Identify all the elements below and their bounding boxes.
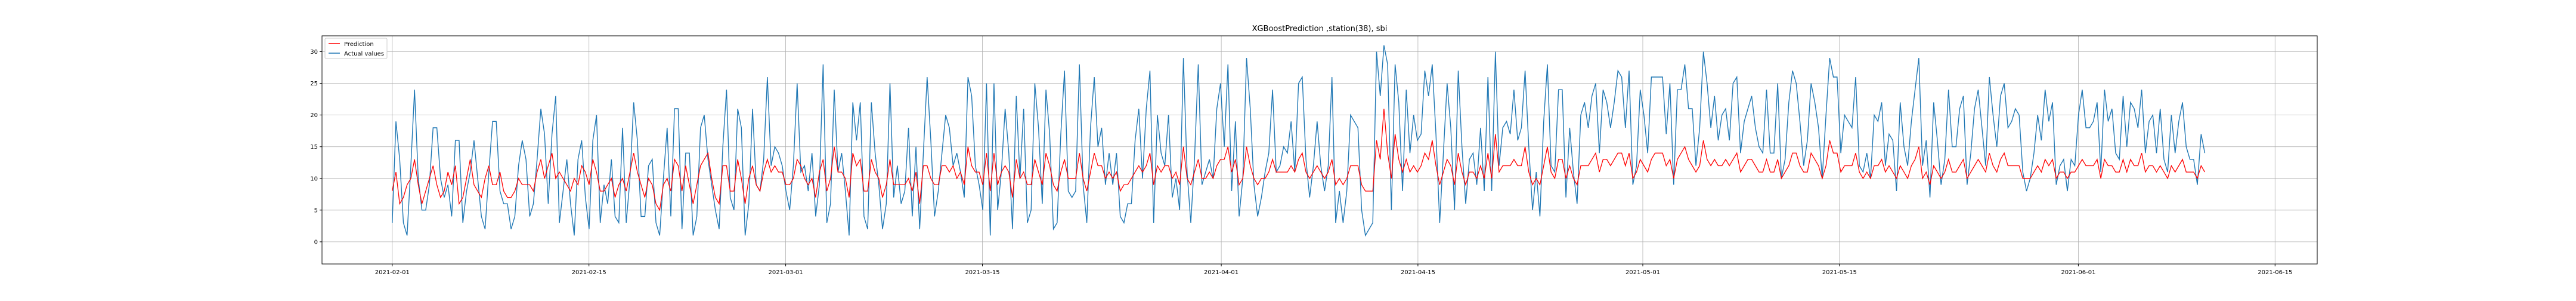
- x-tick-label: 2021-05-01: [1626, 269, 1660, 276]
- y-tick-label: 20: [310, 112, 318, 119]
- plot-frame: [321, 35, 2318, 265]
- x-tick-label: 2021-06-15: [2258, 269, 2292, 276]
- x-tick-label: 2021-03-15: [965, 269, 999, 276]
- plot-area: 0 5 10 15 20 25 30 2021-02-01 2021-02-15 2021-03…: [310, 35, 2318, 276]
- gridlines: [322, 36, 2317, 264]
- x-tick-label: 2021-02-01: [375, 269, 410, 276]
- y-tick-label: 15: [310, 144, 318, 150]
- x-tick-label: 2021-06-01: [2061, 269, 2095, 276]
- series-layer: [392, 45, 2206, 237]
- x-tick-label: 2021-05-15: [1822, 269, 1857, 276]
- y-tick-label: 10: [310, 176, 318, 182]
- series-line-prediction: [392, 108, 2206, 211]
- y-tick-label: 25: [310, 81, 318, 87]
- chart-title: XGBoostPrediction ,station(38), sbi: [1252, 24, 1388, 33]
- series-line-actual-values: [392, 45, 2206, 237]
- y-tick-label: 30: [310, 49, 318, 56]
- legend: Prediction Actual values: [324, 38, 388, 59]
- x-axis: 2021-02-01 2021-02-15 2021-03-01 2021-03-15…: [375, 264, 2292, 276]
- y-tick-label: 5: [314, 207, 318, 214]
- x-tick-label: 2021-04-15: [1401, 269, 1435, 276]
- y-axis: 0 5 10 15 20 25 30: [310, 49, 322, 245]
- legend-box: [324, 38, 388, 59]
- x-tick-label: 2021-02-15: [572, 269, 606, 276]
- legend-label-prediction: Prediction: [344, 41, 374, 48]
- x-tick-label: 2021-04-01: [1204, 269, 1239, 276]
- y-tick-label: 0: [314, 239, 318, 245]
- x-tick-label: 2021-03-01: [769, 269, 803, 276]
- legend-label-actual-values: Actual values: [344, 51, 384, 57]
